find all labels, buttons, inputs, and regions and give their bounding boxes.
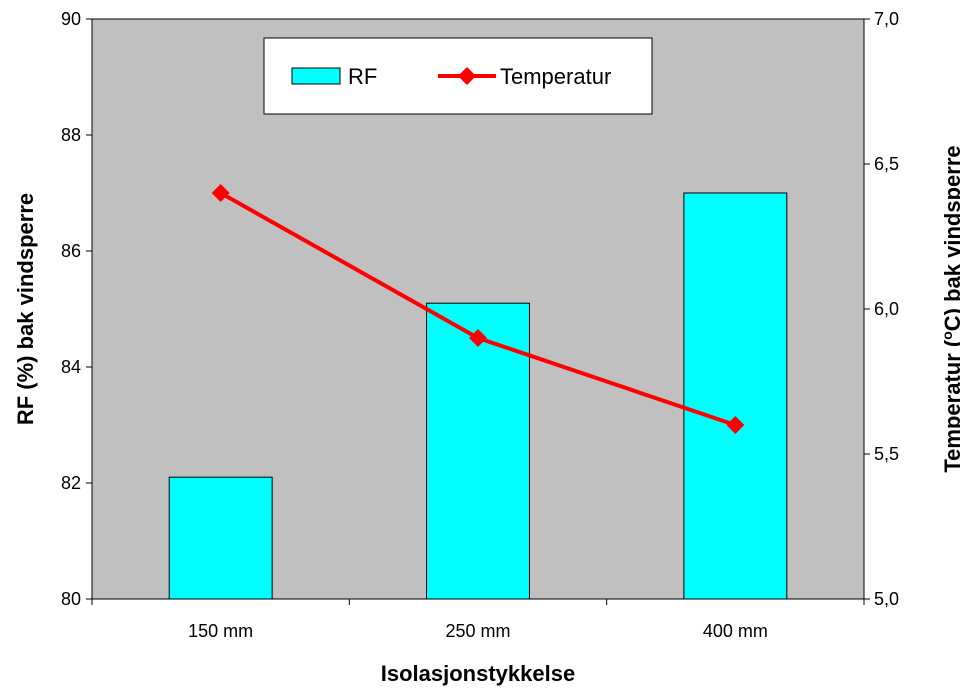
point-temperatur-2 [726,416,745,434]
point-temperatur-0 [211,184,230,202]
axes-layer: 80 82 84 86 88 90 5,0 5,5 6,0 6,5 7,0 150 mm 250 mm 4… [61,9,899,641]
point-temperatur-1 [469,329,487,347]
y-tick-label-1: 82 [61,473,81,493]
y2-axis-title: Temperatur (oC) bak vindsperre [939,145,960,472]
x-axis-title: Isolasjonstykkelse [381,661,575,686]
legend-temp-label: Temperatur [500,64,611,89]
bar-rf-1 [426,302,530,600]
bar-rf-0 [168,476,273,600]
y2-tick-label-4: 7,0 [874,9,899,29]
bar-rf-2 [683,192,788,600]
legend: RF Temperatur [263,37,653,115]
y-tick-label-3: 86 [61,241,81,261]
y-tick-label-5: 90 [61,9,81,29]
y-tick-label-4: 88 [61,125,81,145]
bars-layer [168,192,788,600]
y2-axis-title-degree: o [939,331,955,340]
x-tick-label-2: 400 mm [703,621,768,641]
legend-temp-marker [458,67,476,85]
y2-axis-title-prefix: Temperatur ( [940,339,960,473]
y2-tick-label-0: 5,0 [874,589,899,609]
y2-tick-label-1: 5,5 [874,444,899,464]
y-axis-title: RF (%) bak vindsperre [13,193,38,425]
y2-tick-label-2: 6,0 [874,299,899,319]
y-tick-label-0: 80 [61,589,81,609]
x-tick-label-0: 150 mm [188,621,253,641]
legend-rf-swatch [291,67,341,85]
legend-rf-label: RF [348,64,377,89]
y2-axis-title-suffix: C) bak vindsperre [940,145,960,331]
x-tick-label-1: 250 mm [445,621,510,641]
y-tick-label-2: 84 [61,357,81,377]
line-layer [211,184,745,434]
y2-tick-label-3: 6,5 [874,154,899,174]
